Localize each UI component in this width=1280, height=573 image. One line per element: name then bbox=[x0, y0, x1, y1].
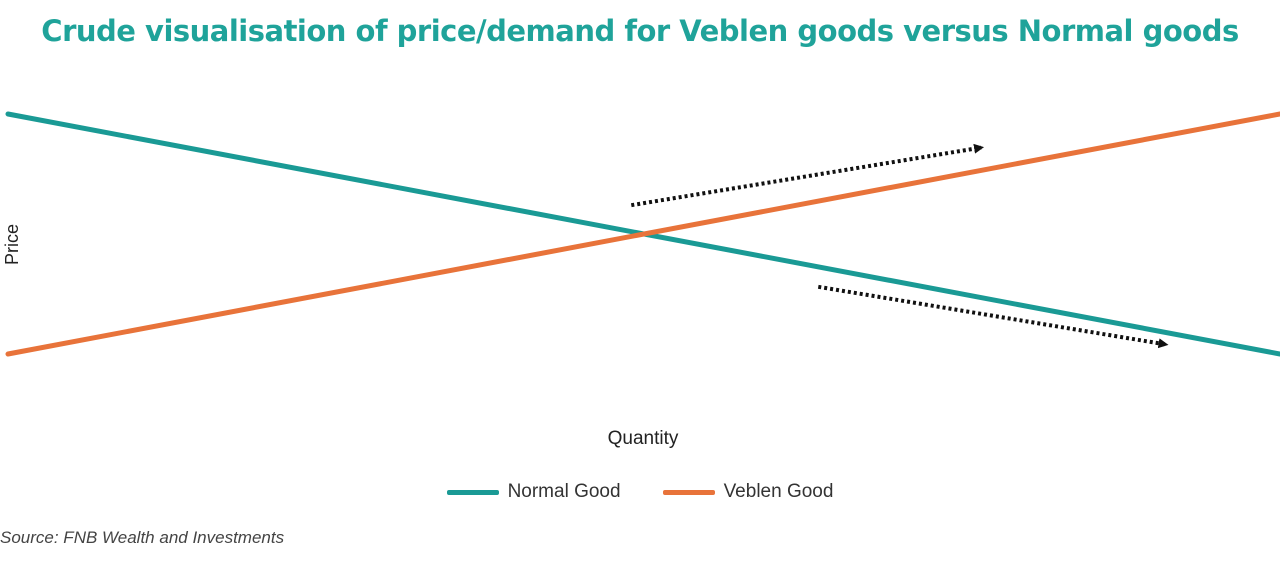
dotted-arrow-1 bbox=[630, 143, 985, 208]
legend-label-normal-good: Normal Good bbox=[507, 481, 621, 502]
legend-item-veblen-good: Veblen Good bbox=[662, 481, 834, 503]
series-line-veblen-good bbox=[5, 111, 1280, 357]
x-axis-label: Quantity bbox=[607, 428, 679, 449]
legend: Normal Good Veblen Good bbox=[0, 481, 1280, 503]
chart-title: Crude visualisation of price/demand for … bbox=[41, 14, 1239, 48]
legend-swatch-veblen-good bbox=[662, 489, 715, 495]
legend-label-veblen-good: Veblen Good bbox=[723, 481, 834, 502]
dotted-arrow-2 bbox=[817, 284, 1169, 349]
legend-item-normal-good: Normal Good bbox=[446, 481, 621, 503]
y-axis-label: Price bbox=[2, 223, 22, 265]
legend-swatch-normal-good bbox=[446, 489, 499, 495]
source-note: Source: FNB Wealth and Investments bbox=[0, 528, 285, 547]
